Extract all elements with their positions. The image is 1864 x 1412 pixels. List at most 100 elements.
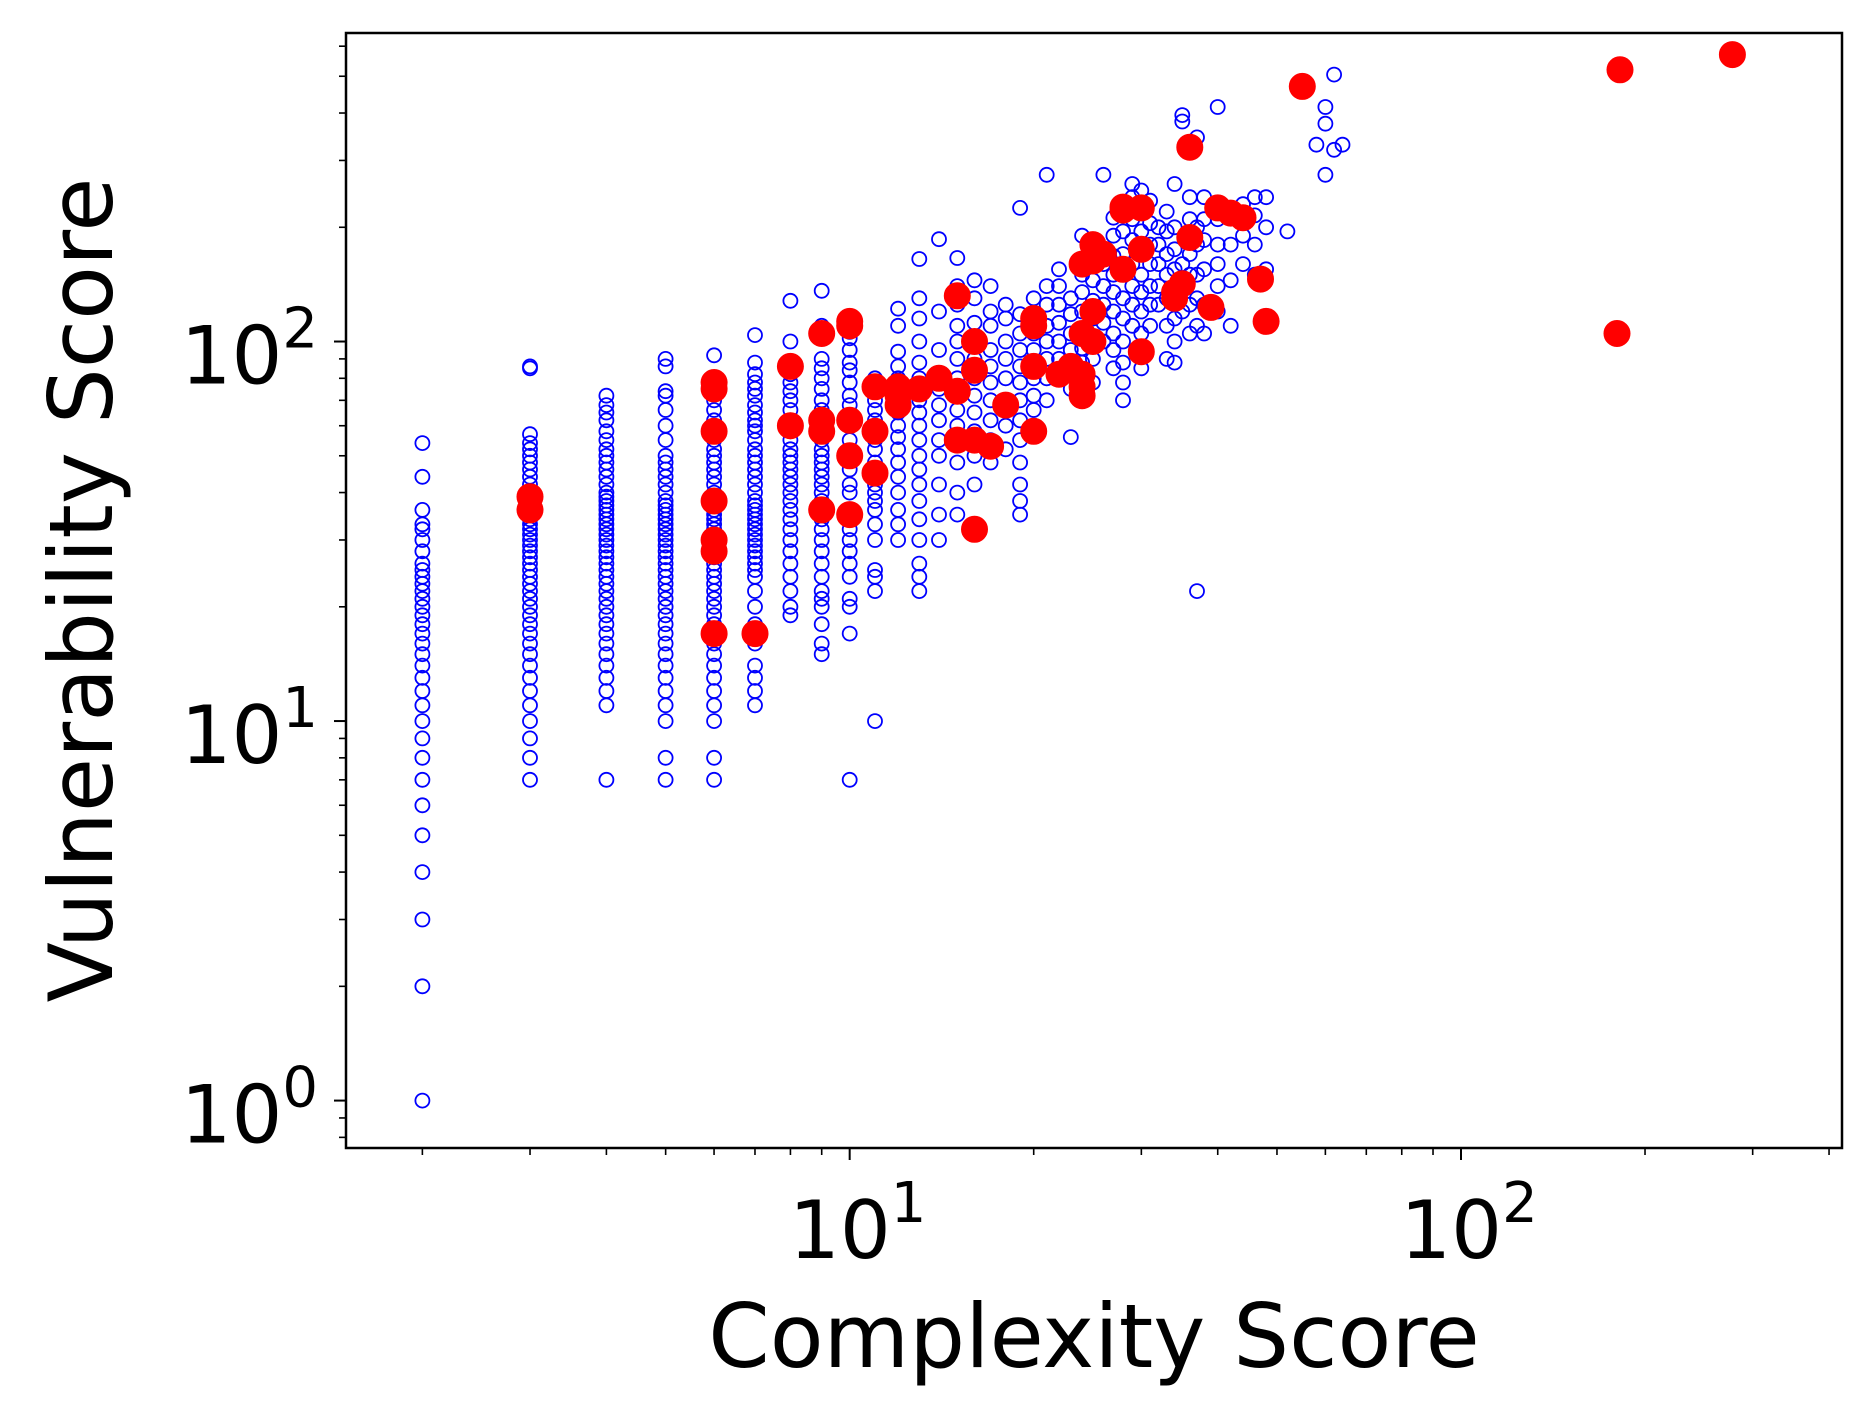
blue-point-225 [747,526,763,543]
blue-point-269 [782,441,799,458]
blue-point-45 [522,607,538,624]
blue-point-46 [522,598,538,615]
blue-point-377 [890,300,906,317]
blue-point-253 [782,598,799,615]
red-point-10 [776,412,804,440]
blue-point-205 [706,402,722,418]
red-point-2 [700,620,728,648]
blue-point-389 [911,404,928,421]
blue-point-87 [598,598,615,615]
blue-point-158 [657,417,674,434]
red-point-62 [1168,270,1196,298]
red-point-35 [961,328,988,355]
blue-point-232 [747,493,763,509]
blue-point-177 [706,590,722,607]
blue-point-409 [931,231,947,248]
blue-point-289 [813,543,830,560]
blue-point-420 [949,317,966,334]
blue-point-83 [598,635,615,652]
red-point-58 [1127,235,1155,263]
red-point-18 [836,406,864,434]
blue-point-163 [657,350,674,367]
red-point-64 [1176,133,1204,161]
red-point-74 [1718,41,1746,69]
blue-point-1 [414,978,431,995]
blue-point-361 [890,532,906,548]
blue-point-24 [414,562,431,578]
blue-point-347 [867,501,883,518]
red-point-1 [516,483,544,511]
blue-point-633 [1317,166,1334,183]
blue-point-131 [657,607,674,624]
y-tick-label-2: 102 [181,297,318,403]
blue-point-523 [1105,325,1122,342]
blue-point-558 [1142,317,1158,334]
blue-point-165 [706,749,722,766]
blue-point-532 [1115,354,1131,371]
blue-point-617 [1222,317,1239,334]
blue-point-20 [414,590,431,607]
blue-point-604 [1196,325,1212,342]
blue-point-533 [1115,333,1131,350]
blue-point-117 [598,404,615,421]
blue-point-56 [522,532,538,548]
blue-point-275 [782,383,799,400]
blue-point-221 [747,549,763,566]
blue-point-129 [657,625,674,642]
blue-point-489 [1051,261,1067,278]
blue-point-238 [747,447,763,464]
blue-point-4 [414,827,431,844]
blue-point-169 [706,669,722,686]
blue-point-107 [598,484,615,501]
blue-point-234 [747,476,763,493]
blue-point-119 [598,387,615,404]
blue-point-318 [841,555,858,572]
blue-point-582 [1166,241,1183,258]
blue-point-364 [890,484,906,501]
blue-point-482 [1038,166,1055,183]
blue-point-97 [598,532,615,548]
red-point-54 [1109,255,1137,283]
blue-point-423 [949,250,966,266]
blue-point-384 [911,476,928,493]
blue-point-490 [1062,429,1079,446]
blue-point-148 [657,501,674,518]
blue-point-200 [706,447,722,464]
blue-point-584 [1166,176,1183,192]
blue-point-224 [747,532,763,548]
blue-point-619 [1222,236,1239,253]
blue-point-53 [522,549,538,566]
blue-point-239 [747,441,763,458]
blue-point-368 [890,429,906,446]
blue-point-80 [598,669,615,686]
blue-point-312 [813,282,830,299]
y-axis-label: Vulnerability Score [30,178,133,1003]
blue-point-15 [414,635,431,652]
blue-point-478 [1038,333,1055,350]
blue-point-475 [1038,392,1055,409]
blue-point-313 [841,771,858,788]
red-point-14 [808,406,836,434]
blue-point-382 [911,511,928,528]
red-point-63 [1176,224,1204,251]
red-point-30 [943,377,971,405]
blue-point-166 [706,713,722,729]
blue-point-42 [522,635,538,652]
blue-point-310 [813,350,830,367]
blue-point-401 [931,447,947,464]
blue-point-456 [1012,454,1028,471]
red-point-46 [1068,360,1096,388]
blue-point-403 [931,412,947,429]
blue-point-41 [522,646,538,663]
blue-point-2 [414,911,431,928]
blue-point-449 [997,350,1014,367]
blue-point-309 [813,360,830,377]
blue-point-407 [931,342,947,358]
blue-point-452 [997,296,1014,313]
blue-point-631 [1279,223,1296,240]
blue-point-559 [1142,296,1158,313]
blue-point-35 [522,730,538,747]
blue-point-141 [657,537,674,554]
blue-point-443 [982,303,999,320]
